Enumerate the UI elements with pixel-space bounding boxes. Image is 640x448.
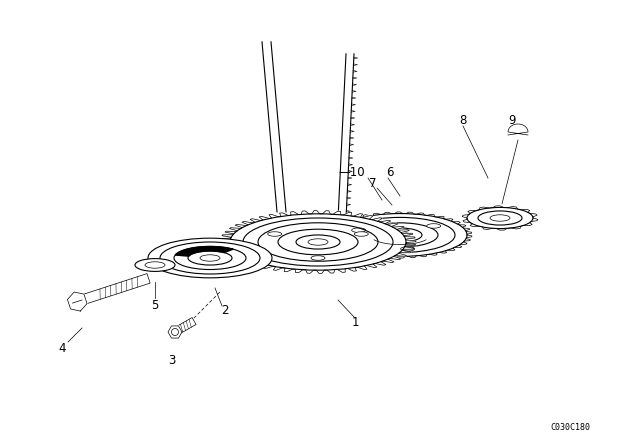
Polygon shape <box>168 326 182 338</box>
Ellipse shape <box>401 247 415 251</box>
Ellipse shape <box>427 224 441 228</box>
Text: 9: 9 <box>508 113 516 126</box>
Polygon shape <box>173 318 196 336</box>
Polygon shape <box>175 246 233 256</box>
Ellipse shape <box>308 239 328 245</box>
Ellipse shape <box>160 242 260 274</box>
Text: 3: 3 <box>168 353 176 366</box>
Ellipse shape <box>268 232 282 236</box>
Text: 6: 6 <box>387 165 394 178</box>
Ellipse shape <box>145 262 165 268</box>
Polygon shape <box>462 206 538 230</box>
Text: 2: 2 <box>221 303 228 316</box>
Ellipse shape <box>378 228 422 242</box>
Polygon shape <box>220 211 416 273</box>
Ellipse shape <box>258 223 378 261</box>
Ellipse shape <box>135 258 175 271</box>
Ellipse shape <box>390 232 410 238</box>
Polygon shape <box>508 124 528 135</box>
Ellipse shape <box>172 328 179 336</box>
Polygon shape <box>67 292 87 311</box>
Text: —10: —10 <box>339 165 365 178</box>
Text: C030C180: C030C180 <box>550 423 590 432</box>
Ellipse shape <box>351 228 365 233</box>
Text: 1: 1 <box>351 315 359 328</box>
Text: 7: 7 <box>369 177 377 190</box>
Ellipse shape <box>362 223 438 247</box>
Ellipse shape <box>188 251 232 265</box>
Ellipse shape <box>478 211 522 225</box>
Ellipse shape <box>333 214 467 256</box>
Ellipse shape <box>174 246 246 270</box>
Polygon shape <box>328 212 472 258</box>
Ellipse shape <box>230 214 406 270</box>
Ellipse shape <box>148 238 272 278</box>
Ellipse shape <box>243 218 393 266</box>
Polygon shape <box>81 274 150 305</box>
Text: 5: 5 <box>151 298 159 311</box>
Ellipse shape <box>311 256 325 260</box>
Text: 4: 4 <box>58 341 66 354</box>
Text: 8: 8 <box>460 113 467 126</box>
Ellipse shape <box>296 235 340 249</box>
Ellipse shape <box>467 207 533 228</box>
Ellipse shape <box>278 229 358 255</box>
Ellipse shape <box>345 217 455 253</box>
Ellipse shape <box>490 215 510 221</box>
Ellipse shape <box>355 232 368 236</box>
Ellipse shape <box>200 255 220 261</box>
